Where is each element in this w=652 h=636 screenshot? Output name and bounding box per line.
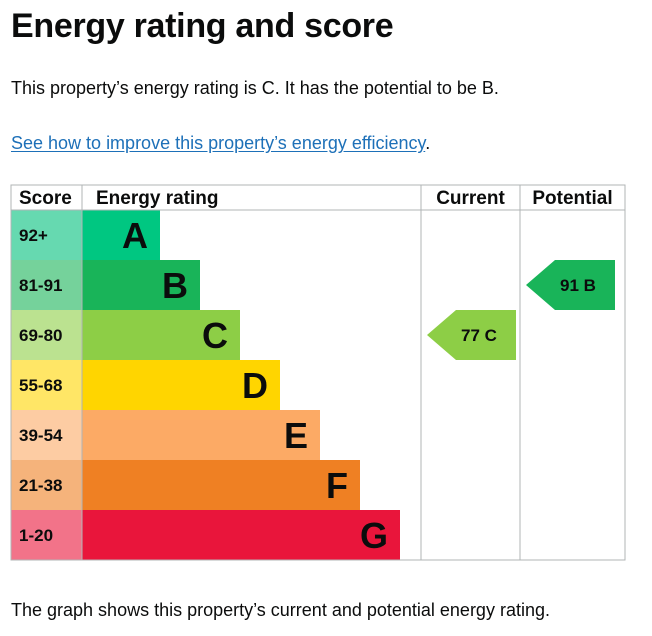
potential-rating-arrow-label: 91 B (560, 276, 596, 295)
rating-letter-b: B (162, 265, 188, 306)
rating-letter-d: D (242, 365, 268, 406)
header-current: Current (436, 188, 505, 209)
score-range-g: 1-20 (19, 526, 53, 545)
rating-bar-b (82, 260, 200, 310)
rating-letter-g: G (360, 515, 388, 556)
rating-letter-e: E (284, 415, 308, 456)
score-range-b: 81-91 (19, 276, 62, 295)
score-cell-g (11, 510, 82, 560)
current-rating-arrow (427, 310, 516, 360)
rating-letter-f: F (326, 465, 348, 506)
header-energy-rating: Energy rating (96, 188, 218, 209)
page-title: Energy rating and score (11, 7, 394, 45)
score-cell-d (11, 360, 82, 410)
score-range-e: 39-54 (19, 426, 63, 445)
improve-suffix: . (425, 133, 431, 153)
header-score: Score (19, 188, 72, 209)
score-cell-c (11, 310, 82, 360)
score-range-c: 69-80 (19, 326, 62, 345)
graph-caption: The graph shows this property’s current … (11, 600, 550, 620)
score-range-d: 55-68 (19, 376, 62, 395)
rating-summary: This property’s energy rating is C. It h… (11, 78, 499, 98)
rating-bar-f (82, 460, 360, 510)
score-cell-b (11, 260, 82, 310)
potential-rating-arrow (526, 260, 615, 310)
rating-letter-a: A (122, 215, 148, 256)
score-cell-e (11, 410, 82, 460)
rating-letter-c: C (202, 315, 228, 356)
rating-bar-d (82, 360, 280, 410)
improve-efficiency-link[interactable]: See how to improve this property’s energ… (11, 133, 426, 153)
header-potential: Potential (532, 188, 612, 209)
improve-paragraph: See how to improve this property’s energ… (11, 131, 430, 155)
rating-bar-e (82, 410, 320, 460)
rating-bar-g (82, 510, 400, 560)
score-cell-f (11, 460, 82, 510)
chart-border (10, 184, 626, 561)
rating-bar-a (82, 210, 160, 260)
score-range-f: 21-38 (19, 476, 62, 495)
rating-bar-c (82, 310, 240, 360)
score-cell-a (11, 210, 82, 260)
score-range-a: 92+ (19, 226, 48, 245)
current-rating-arrow-label: 77 C (461, 326, 497, 345)
